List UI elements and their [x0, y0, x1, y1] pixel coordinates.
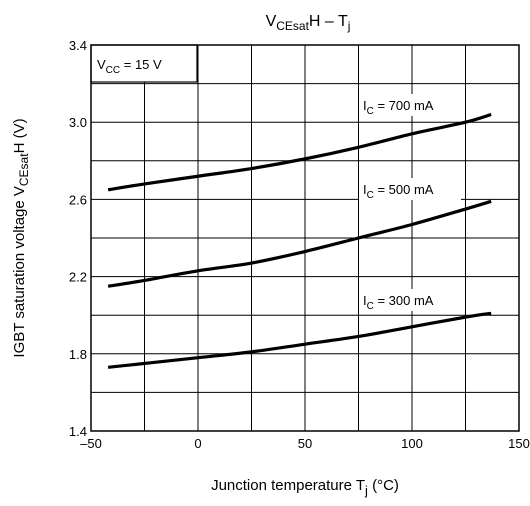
label-bg-300 — [359, 289, 461, 311]
x-tick-label: 0 — [194, 436, 201, 451]
series-label-500ma-main: I — [363, 182, 367, 197]
y-tick-label: 1.4 — [69, 424, 87, 439]
data-curves — [107, 112, 492, 369]
x-tick-label: 50 — [298, 436, 312, 451]
chart-title-main: V — [266, 13, 277, 30]
series-label-300ma-main: I — [363, 293, 367, 308]
series-label-300ma-sub: C — [367, 301, 374, 312]
condition-text: VCC = 15 V — [97, 57, 162, 76]
curve-ic-700ma — [107, 112, 492, 192]
series-label-500ma-rest: = 500 mA — [374, 182, 434, 197]
y-axis-label-main: IGBT saturation voltage V — [11, 186, 28, 357]
x-tick-label: –50 — [80, 436, 102, 451]
x-axis-label: Junction temperature Tj (°C) — [211, 477, 399, 498]
series-label-500ma-sub: C — [367, 190, 374, 201]
series-label-300ma-rest: = 300 mA — [374, 293, 434, 308]
series-label-300ma: IC = 300 mA — [363, 293, 434, 312]
label-bg-700 — [359, 94, 461, 116]
series-label-700ma: IC = 700 mA — [363, 98, 434, 117]
curve-ic-500ma — [107, 199, 492, 288]
y-tick-label: 2.2 — [69, 270, 87, 285]
y-tick-label: 2.6 — [69, 192, 87, 207]
series-label-500ma: IC = 500 mA — [363, 182, 434, 201]
x-tick-label: 100 — [401, 436, 423, 451]
x-axis-label-main: Junction temperature T — [211, 477, 365, 494]
condition-main: V — [97, 57, 106, 72]
x-axis-label-unit: (°C) — [368, 477, 399, 494]
y-axis-label: IGBT saturation voltage VCEsatH (V) — [11, 118, 31, 357]
series-label-700ma-sub: C — [367, 106, 374, 117]
chart-title-sub2: j — [347, 19, 351, 33]
plot-frame — [90, 44, 520, 432]
y-axis-ticks: 1.4 1.8 2.2 2.6 3.0 3.4 — [69, 38, 87, 439]
y-axis-label-rest: H (V) — [11, 118, 28, 153]
condition-rest: = 15 V — [120, 57, 162, 72]
curve-ic-300ma — [107, 311, 492, 369]
x-axis-ticks: –50 0 50 100 150 — [80, 436, 530, 451]
y-tick-label: 1.8 — [69, 347, 87, 362]
y-tick-label: 3.4 — [69, 38, 87, 53]
y-tick-label: 3.0 — [69, 115, 87, 130]
chart-title: VCEsatH – Tj — [266, 13, 351, 33]
x-tick-label: 150 — [508, 436, 530, 451]
condition-sub: CC — [106, 65, 120, 76]
chart-title-rest: H – T — [309, 13, 348, 30]
y-axis-label-sub: CEsat — [17, 153, 31, 186]
x-axis-label-sub: j — [364, 483, 368, 498]
chart-title-sub: CEsat — [276, 19, 309, 33]
series-label-700ma-rest: = 700 mA — [374, 98, 434, 113]
series-label-700ma-main: I — [363, 98, 367, 113]
label-bg-500 — [359, 178, 461, 200]
